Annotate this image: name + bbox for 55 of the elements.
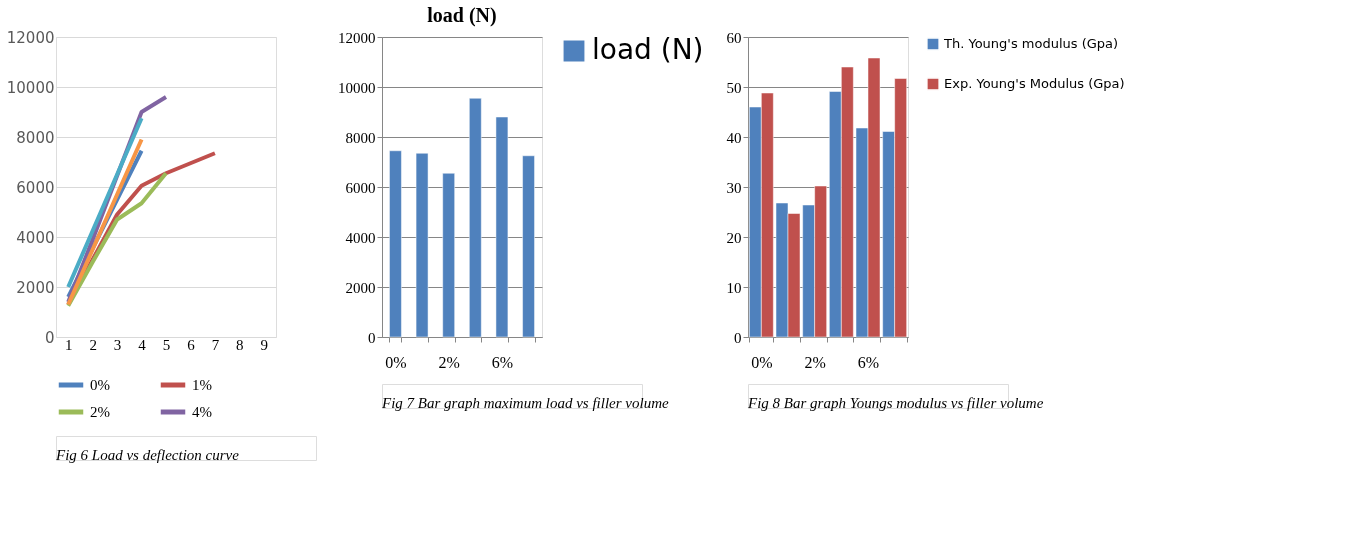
x-tick-label: 2 [89, 336, 97, 353]
x-tick-label: 5 [162, 336, 171, 353]
y-tick-label: 40 [726, 129, 742, 146]
legend-label: 4% [192, 404, 212, 420]
x-tick-label: 6 [187, 336, 196, 353]
y-tick-label: 0 [368, 329, 376, 346]
x-tick-label: 0% [385, 353, 407, 371]
y-tick-label: 12000 [338, 29, 376, 46]
bar [495, 116, 509, 338]
y-tick-label: 20 [726, 229, 742, 246]
legend-label: 2% [90, 404, 110, 420]
caption: Fig 6 Load vs deflection curve [55, 447, 240, 463]
legend-label: Th. Young's modulus (Gpa) [943, 36, 1119, 51]
y-tick-label: 10000 [338, 79, 376, 96]
bar [522, 155, 535, 338]
line-series [66, 116, 144, 289]
bar [442, 173, 455, 338]
x-tick-label: 1 [64, 336, 73, 353]
caption: Fig 8 Bar graph Youngs modulus vs filler volume [747, 395, 1044, 411]
y-tick-label: 6000 [16, 178, 55, 197]
y-tick-label: 2000 [16, 278, 55, 297]
caption: Fig 7 Bar graph maximum load vs filler volume [381, 395, 669, 411]
y-tick-label: 60 [726, 29, 742, 46]
legend-label: Exp. Young's Modulus (Gpa) [944, 76, 1125, 91]
legend-label: 0% [90, 377, 110, 393]
y-tick-label: 4000 [16, 228, 55, 247]
bar [469, 98, 482, 338]
y-tick-label: 2000 [345, 279, 376, 296]
y-tick-label: 50 [726, 79, 742, 96]
y-tick-label: 0 [734, 329, 742, 346]
y-tick-label: 30 [726, 179, 742, 196]
y-tick-label: 10 [726, 279, 742, 296]
x-tick-label: 4 [138, 336, 147, 353]
legend-label: 1% [192, 377, 212, 393]
y-tick-label: 4000 [345, 229, 376, 246]
x-tick-label: 6% [857, 353, 880, 371]
y-tick-label: 8000 [16, 128, 55, 147]
y-tick-label: 0 [44, 328, 55, 347]
x-tick-label: 3 [113, 336, 122, 353]
y-tick-label: 6000 [345, 179, 376, 196]
chart-title: load (N) [427, 4, 497, 27]
x-tick-label: 7 [211, 336, 220, 353]
x-tick-label: 2% [804, 353, 826, 371]
x-tick-label: 2% [438, 353, 460, 371]
y-tick-label: 10000 [6, 78, 55, 97]
x-tick-label: 9 [260, 336, 269, 353]
y-tick-label: 8000 [345, 129, 376, 146]
line-series [66, 171, 168, 308]
bar [389, 150, 402, 338]
y-tick-label: 12000 [6, 28, 55, 47]
legend-label: load (N) [592, 33, 704, 66]
x-tick-label: 6% [491, 353, 514, 371]
x-tick-label: 8 [236, 336, 244, 353]
bar [415, 153, 429, 338]
x-tick-label: 0% [751, 353, 773, 371]
